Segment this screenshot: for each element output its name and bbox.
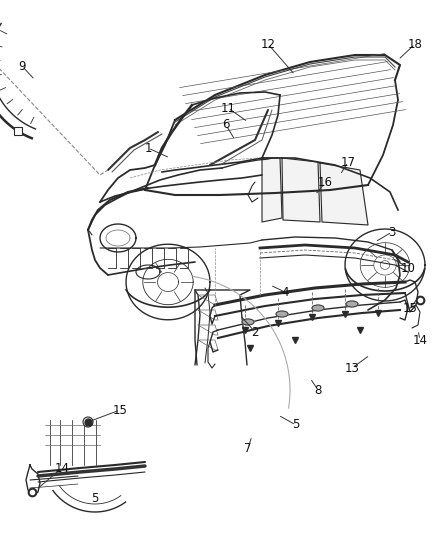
Polygon shape: [262, 158, 282, 222]
Text: 4: 4: [281, 286, 289, 298]
Text: 15: 15: [403, 302, 417, 314]
Text: 10: 10: [401, 262, 415, 274]
Ellipse shape: [83, 417, 93, 427]
Text: 5: 5: [292, 418, 300, 432]
Text: 12: 12: [261, 37, 276, 51]
Text: 11: 11: [220, 101, 236, 115]
Ellipse shape: [242, 319, 254, 325]
Text: 1: 1: [144, 141, 152, 155]
Text: 5: 5: [91, 491, 99, 505]
Polygon shape: [282, 158, 320, 222]
Polygon shape: [320, 163, 368, 225]
Text: 17: 17: [340, 156, 356, 168]
FancyBboxPatch shape: [14, 127, 22, 135]
Ellipse shape: [346, 301, 358, 307]
Text: 16: 16: [318, 176, 332, 190]
Text: 18: 18: [408, 37, 422, 51]
Text: 2: 2: [251, 326, 259, 338]
Text: 7: 7: [244, 441, 252, 455]
Text: 3: 3: [389, 225, 396, 238]
Ellipse shape: [312, 305, 324, 311]
Text: 14: 14: [54, 462, 70, 474]
Text: 14: 14: [413, 334, 427, 346]
Text: 9: 9: [18, 60, 26, 72]
Ellipse shape: [276, 311, 288, 317]
Text: 13: 13: [345, 361, 360, 375]
Text: 8: 8: [314, 384, 321, 397]
Text: 6: 6: [222, 118, 230, 132]
Text: 15: 15: [113, 403, 127, 416]
